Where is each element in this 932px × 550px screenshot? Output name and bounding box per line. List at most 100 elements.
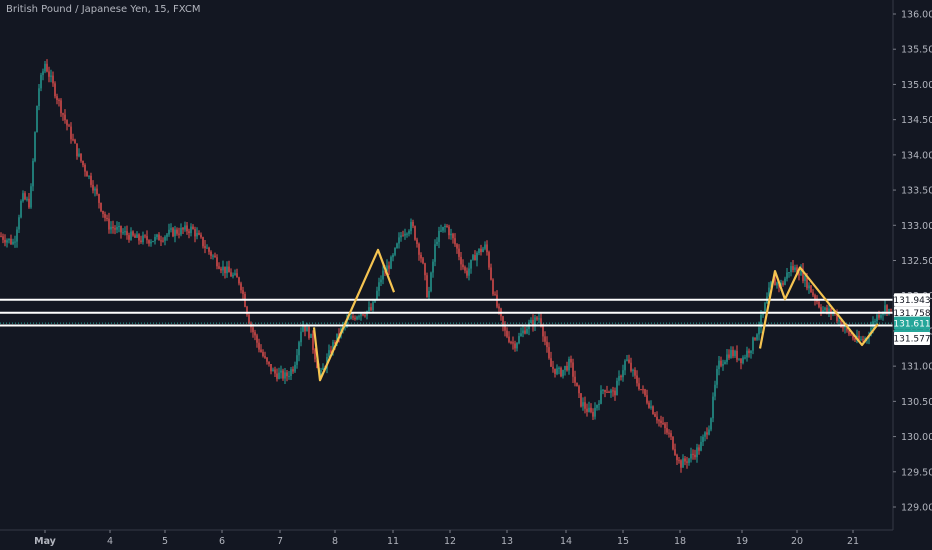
candle-body (120, 226, 122, 233)
candle-body (828, 308, 830, 312)
candle-body (830, 308, 832, 314)
candle-body (578, 386, 580, 394)
candle-body (72, 139, 74, 141)
candle-body (596, 405, 598, 408)
candle-body (348, 318, 350, 320)
candle-body (624, 360, 626, 371)
candle-body (252, 327, 254, 333)
candle-body (378, 282, 380, 291)
candle-body (512, 342, 514, 344)
candle-body (380, 279, 382, 283)
candle-body (498, 306, 500, 309)
candle-body (562, 369, 564, 377)
candle-body (176, 229, 178, 234)
candle-body (142, 235, 144, 243)
candle-body (454, 238, 456, 245)
candle-body (850, 334, 852, 336)
candle-body (606, 391, 608, 393)
candle-body (394, 247, 396, 255)
candle-body (526, 329, 528, 334)
candle-body (140, 240, 142, 242)
candle-body (66, 120, 68, 126)
candle-body (12, 241, 14, 244)
candle-body (184, 225, 186, 230)
candle-body (196, 233, 198, 237)
y-tick-label: 131.000 (901, 362, 932, 373)
candle-body (536, 317, 538, 320)
candle-body (68, 125, 70, 127)
candle-body (400, 235, 402, 238)
candle-body (564, 366, 566, 370)
candle-body (628, 359, 630, 363)
candle-body (614, 390, 616, 396)
candle-body (22, 193, 24, 202)
x-tick-label: May (34, 536, 57, 547)
candle-body (800, 269, 802, 276)
candle-body (438, 230, 440, 242)
candle-body (36, 106, 38, 133)
candle-body (370, 307, 372, 310)
candle-body (750, 350, 752, 353)
horizontal-levels[interactable] (0, 298, 893, 327)
candle-body (52, 75, 54, 84)
candle-body (458, 248, 460, 257)
candle-body (696, 447, 698, 458)
candle-body (232, 274, 234, 277)
candle-body (472, 255, 474, 260)
candle-body (14, 241, 16, 243)
candle-body (80, 153, 82, 161)
candle-body (798, 273, 800, 276)
candle-body (774, 279, 776, 286)
candle-body (112, 226, 114, 229)
candle-body (740, 358, 742, 363)
level-label: 131.577 (893, 335, 930, 345)
candle-body (424, 263, 426, 276)
candle-body (568, 359, 570, 371)
candle-body (680, 460, 682, 468)
candle-body (540, 318, 542, 326)
candle-body (580, 393, 582, 407)
candle-body (264, 356, 266, 358)
candle-body (476, 253, 478, 261)
candle-body (482, 248, 484, 252)
x-tick-label: 15 (617, 536, 629, 547)
candle-body (336, 333, 338, 344)
candle-body (364, 315, 366, 317)
candle-body (254, 332, 256, 336)
candle-body (396, 243, 398, 248)
candle-body (626, 359, 628, 361)
candle-body (804, 275, 806, 281)
candle-body (776, 282, 778, 286)
candle-body (74, 139, 76, 144)
candle-body (258, 342, 260, 350)
y-tick-label: 130.000 (901, 432, 932, 443)
pattern-drawings[interactable] (312, 248, 879, 382)
candle-body (144, 235, 146, 237)
candle-body (636, 375, 638, 384)
candle-body (228, 266, 230, 273)
x-tick-label: 14 (560, 536, 572, 547)
candle-body (352, 316, 354, 318)
candle-body (28, 198, 30, 208)
candle-body (684, 458, 686, 462)
candle-body (730, 350, 732, 358)
candle-body (584, 402, 586, 409)
candle-body (576, 382, 578, 387)
candle-body (20, 201, 22, 218)
candle-body (354, 317, 356, 320)
candle-body (328, 350, 330, 358)
candle-body (192, 226, 194, 230)
candle-body (126, 231, 128, 236)
candle-body (88, 175, 90, 177)
pattern-polyline[interactable] (312, 248, 396, 382)
candle-body (160, 240, 162, 242)
y-tick-label: 129.500 (901, 467, 932, 478)
candle-body (362, 314, 364, 316)
candle-body (888, 309, 890, 313)
candle-body (736, 350, 738, 360)
pattern-polyline[interactable] (758, 266, 879, 349)
candle-body (162, 240, 164, 242)
candle-body (752, 337, 754, 351)
time-axis[interactable]: May 4 5 6 7 8 11 12 13 14 15 18 19 20 21 (0, 529, 893, 547)
